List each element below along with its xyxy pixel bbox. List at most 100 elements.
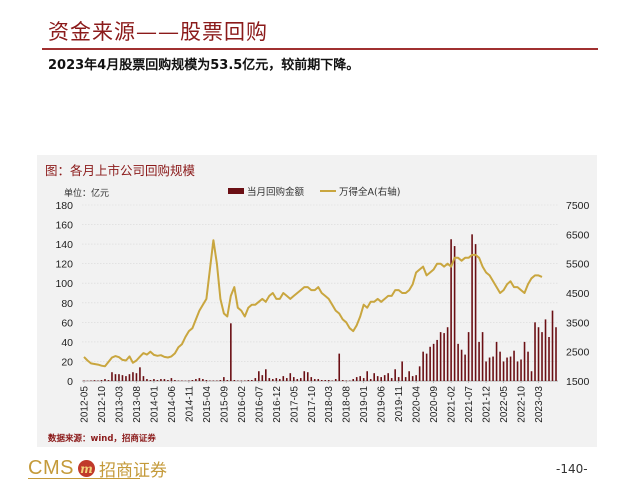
bar bbox=[101, 380, 103, 381]
y-tick-label: 60 bbox=[61, 317, 73, 329]
bar bbox=[524, 342, 526, 381]
y-tick-label: 80 bbox=[61, 298, 73, 310]
x-tick-label: 2014-01 bbox=[149, 386, 160, 423]
bar bbox=[475, 244, 477, 381]
bar bbox=[426, 354, 428, 381]
bar bbox=[422, 352, 424, 381]
bar bbox=[527, 352, 529, 381]
bar bbox=[510, 357, 512, 381]
bar bbox=[262, 375, 264, 381]
x-tick-label: 2013-08 bbox=[132, 386, 143, 423]
x-tick-label: 2022-10 bbox=[517, 386, 528, 423]
bar bbox=[335, 379, 337, 381]
bar bbox=[380, 377, 382, 381]
bar bbox=[296, 379, 298, 381]
bar bbox=[303, 371, 305, 381]
bar bbox=[394, 369, 396, 381]
x-tick-label: 2020-09 bbox=[429, 386, 440, 423]
x-tick-label: 2012-10 bbox=[97, 386, 108, 423]
x-tick-label: 2013-03 bbox=[114, 386, 125, 423]
bar bbox=[359, 376, 361, 381]
bar bbox=[289, 373, 291, 381]
bar bbox=[164, 379, 166, 381]
bar bbox=[338, 354, 340, 381]
bar bbox=[489, 358, 491, 381]
bar bbox=[401, 361, 403, 381]
y2-tick-label: 1500 bbox=[566, 376, 590, 388]
bar bbox=[223, 377, 225, 381]
x-tick-label: 2017-10 bbox=[307, 386, 318, 423]
bar bbox=[443, 333, 445, 381]
bar bbox=[230, 323, 232, 381]
bar bbox=[192, 380, 194, 381]
bar bbox=[321, 380, 323, 381]
bar bbox=[440, 332, 442, 381]
bar bbox=[387, 373, 389, 381]
bar bbox=[195, 379, 197, 381]
y-tick-label: 0 bbox=[67, 376, 73, 388]
bar bbox=[373, 373, 375, 381]
bar bbox=[206, 380, 208, 381]
bar bbox=[513, 351, 515, 381]
bar bbox=[248, 380, 250, 381]
bar bbox=[279, 379, 281, 381]
y-tick-label: 160 bbox=[55, 220, 73, 232]
bar bbox=[220, 380, 222, 381]
bar bbox=[363, 378, 365, 381]
bar bbox=[258, 371, 260, 381]
bar bbox=[167, 380, 169, 381]
bar bbox=[531, 371, 533, 381]
bar bbox=[317, 379, 319, 381]
bar bbox=[548, 337, 550, 381]
bar bbox=[293, 377, 295, 381]
bar bbox=[457, 344, 459, 381]
bar bbox=[450, 239, 452, 381]
bar bbox=[118, 374, 120, 381]
bar bbox=[370, 379, 372, 381]
bar bbox=[150, 380, 152, 381]
x-tick-label: 2017-05 bbox=[289, 386, 300, 423]
bar bbox=[202, 379, 204, 381]
x-tick-label: 2016-12 bbox=[272, 386, 283, 423]
data-source: 数据来源：wind，招商证券 bbox=[48, 432, 156, 444]
x-tick-label: 2018-08 bbox=[342, 386, 353, 423]
bar bbox=[132, 372, 134, 381]
bar bbox=[499, 352, 501, 381]
bar bbox=[384, 375, 386, 381]
bar bbox=[227, 380, 229, 381]
bar bbox=[146, 379, 148, 381]
bar bbox=[496, 342, 498, 381]
x-tick-label: 2022-05 bbox=[499, 386, 510, 423]
logo-underline bbox=[28, 478, 140, 479]
x-tick-label: 2015-09 bbox=[219, 386, 230, 423]
bar bbox=[314, 379, 316, 381]
x-tick-label: 2019-06 bbox=[377, 386, 388, 423]
bar bbox=[136, 373, 138, 381]
bar bbox=[429, 347, 431, 381]
bar bbox=[122, 375, 124, 381]
y-tick-label: 180 bbox=[55, 200, 73, 212]
bar bbox=[415, 375, 417, 381]
x-tick-label: 2021-07 bbox=[464, 386, 475, 423]
x-tick-label: 2023-03 bbox=[534, 386, 545, 423]
bar bbox=[552, 311, 554, 381]
logo-text: CMS bbox=[28, 457, 74, 480]
x-tick-label: 2016-02 bbox=[237, 386, 248, 423]
bar bbox=[282, 376, 284, 381]
bar bbox=[199, 378, 201, 381]
bar bbox=[342, 380, 344, 381]
bar bbox=[447, 327, 449, 381]
bar bbox=[139, 367, 141, 381]
bar bbox=[506, 358, 508, 381]
bar bbox=[265, 369, 267, 381]
bar bbox=[111, 372, 113, 381]
x-tick-label: 2018-03 bbox=[324, 386, 335, 423]
bar bbox=[454, 246, 456, 381]
bar bbox=[377, 376, 379, 381]
bar bbox=[412, 376, 414, 381]
bar bbox=[275, 378, 277, 381]
y-tick-label: 20 bbox=[61, 356, 73, 368]
x-tick-label: 2019-01 bbox=[359, 386, 370, 423]
x-tick-label: 2014-06 bbox=[167, 386, 178, 423]
